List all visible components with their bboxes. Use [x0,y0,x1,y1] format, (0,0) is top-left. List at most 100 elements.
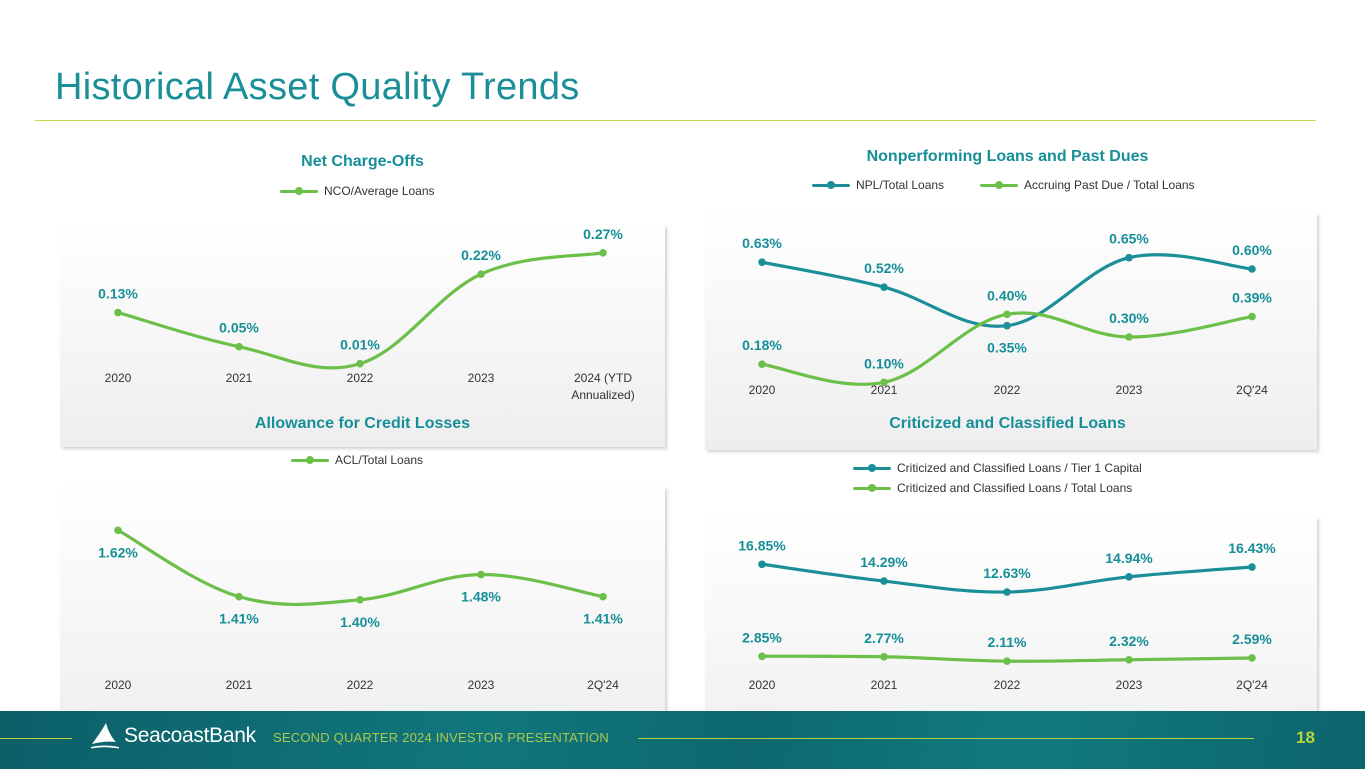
data-label: 0.10% [864,355,904,371]
data-label: 0.01% [340,337,380,353]
data-label: 0.27% [583,226,623,242]
chart-plot: 16.85% 14.29% 12.63% 14.94% 16.43% 2.85% 2.77%… [705,517,1317,769]
presentation-subtitle: SECOND QUARTER 2024 INVESTOR PRESENTATIO… [273,730,609,745]
data-label: 0.39% [1232,290,1272,306]
data-label: 0.22% [461,247,501,263]
data-point [356,359,364,368]
x-tick-label: Annualized) [571,388,634,402]
x-tick-label: 2020 [749,383,776,397]
legend-swatch [812,180,850,190]
data-point [477,570,485,579]
data-label: 2.11% [988,634,1027,650]
brand-name: SeacoastBank [124,724,256,747]
x-tick-label: 2Q'24 [587,678,619,692]
legend-label: NCO/Average Loans [324,184,435,198]
data-label: 0.05% [219,320,259,336]
x-tick-label: 2024 (YTD [574,371,632,385]
brand-logo: SeacoastBank [90,722,256,750]
data-point [1003,657,1011,665]
chart-plot: 0.63% 0.52% 0.35% 0.65% 0.60% 0.18% 0.10% 0.40%… [705,213,1317,450]
sail-logo-icon [91,723,119,749]
page-title: Historical Asset Quality Trends [55,66,580,108]
data-label: 0.60% [1232,242,1272,258]
x-tick-label: 2023 [468,678,495,692]
legend-item: ACL/Total Loans [291,453,423,467]
data-point [1248,312,1256,321]
legend-swatch [291,455,329,465]
data-point [758,560,766,569]
footer-bar: SeacoastBank SECOND QUARTER 2024 INVESTO… [0,711,1365,769]
data-point [599,249,607,257]
x-tick-label: 2021 [226,678,253,692]
data-point [1248,563,1256,571]
data-label: 1.41% [583,611,623,627]
data-label: 0.13% [98,286,138,302]
legend-item: Accruing Past Due / Total Loans [980,178,1195,192]
data-label: 1.62% [98,544,138,560]
data-point [114,308,122,317]
data-label: 14.94% [1105,550,1153,566]
legend-item: Criticized and Classified Loans / Total … [853,481,1132,495]
x-tick-label: 2021 [226,371,253,385]
data-label: 0.52% [864,260,904,276]
data-point [880,577,888,585]
chart-nonperforming-loans: Nonperforming Loans and Past Dues NPL/To… [700,140,1317,450]
data-label: 0.40% [987,287,1027,303]
legend-item: Criticized and Classified Loans / Tier 1… [853,461,1142,475]
x-tick-label: 2020 [105,678,132,692]
chart-allowance-credit-losses: Allowance for Credit Losses ACL/Total Lo… [55,405,670,745]
x-tick-label: 2023 [468,371,495,385]
chart-title: Nonperforming Loans and Past Dues [866,148,1149,165]
legend-label: Criticized and Classified Loans / Tier 1… [897,461,1142,475]
data-label: 2.32% [1109,633,1149,649]
data-label: 1.41% [219,611,259,627]
data-point [477,270,485,278]
chart-plot: 1.62% 1.41% 1.40% 1.48% 1.41% 2020 2021 2022 202… [60,487,665,745]
x-tick-label: 2022 [347,678,374,692]
legend-swatch [853,483,891,493]
data-point [1248,654,1256,662]
legend-swatch [280,186,318,196]
x-tick-label: 2022 [994,383,1021,397]
legend-label: ACL/Total Loans [335,453,424,467]
legend-item: NCO/Average Loans [280,184,435,198]
data-point [356,596,364,604]
chart-plot: 0.13% 0.05% 0.01% 0.22% 0.27% 2020 2021 2022 202… [60,225,665,447]
data-point [1003,321,1011,330]
plot-area-background [60,225,665,447]
x-tick-label: 2022 [347,371,374,385]
x-tick-label: 2Q'24 [1236,678,1268,692]
data-point [1125,655,1133,664]
data-point [1003,588,1011,596]
chart-title: Criticized and Classified Loans [889,415,1126,432]
data-point [880,283,888,291]
legend-swatch [980,180,1018,190]
chart-net-charge-offs: Net Charge-Offs NCO/Average Loans 0.13% 0… [55,140,670,447]
legend-label: NPL/Total Loans [856,178,945,192]
data-point [1125,333,1133,341]
data-label: 0.18% [742,337,782,353]
legend-label: Accruing Past Due / Total Loans [1024,178,1195,192]
footer-rule-left [0,738,72,739]
data-point [1003,310,1011,319]
plot-area-background [705,213,1317,450]
data-label: 16.85% [738,537,786,553]
x-tick-label: 2Q'24 [1236,383,1268,397]
chart-criticized-classified-loans: Criticized and Classified Loans Criticiz… [700,405,1317,769]
data-point [1125,573,1133,581]
data-point [114,526,122,535]
footer-rule-right [638,738,1254,739]
data-point [758,258,766,266]
plot-area-background [60,487,665,745]
title-divider [35,120,1316,121]
x-tick-label: 2021 [871,383,898,397]
data-label: 12.63% [983,565,1031,581]
x-tick-label: 2021 [871,678,898,692]
chart-title: Allowance for Credit Losses [254,415,471,432]
footer-background [0,711,1365,769]
x-tick-label: 2023 [1116,678,1143,692]
data-label: 0.63% [742,235,782,251]
data-label: 1.48% [461,589,501,605]
data-label: 0.30% [1109,310,1149,326]
legend-swatch [853,463,891,473]
